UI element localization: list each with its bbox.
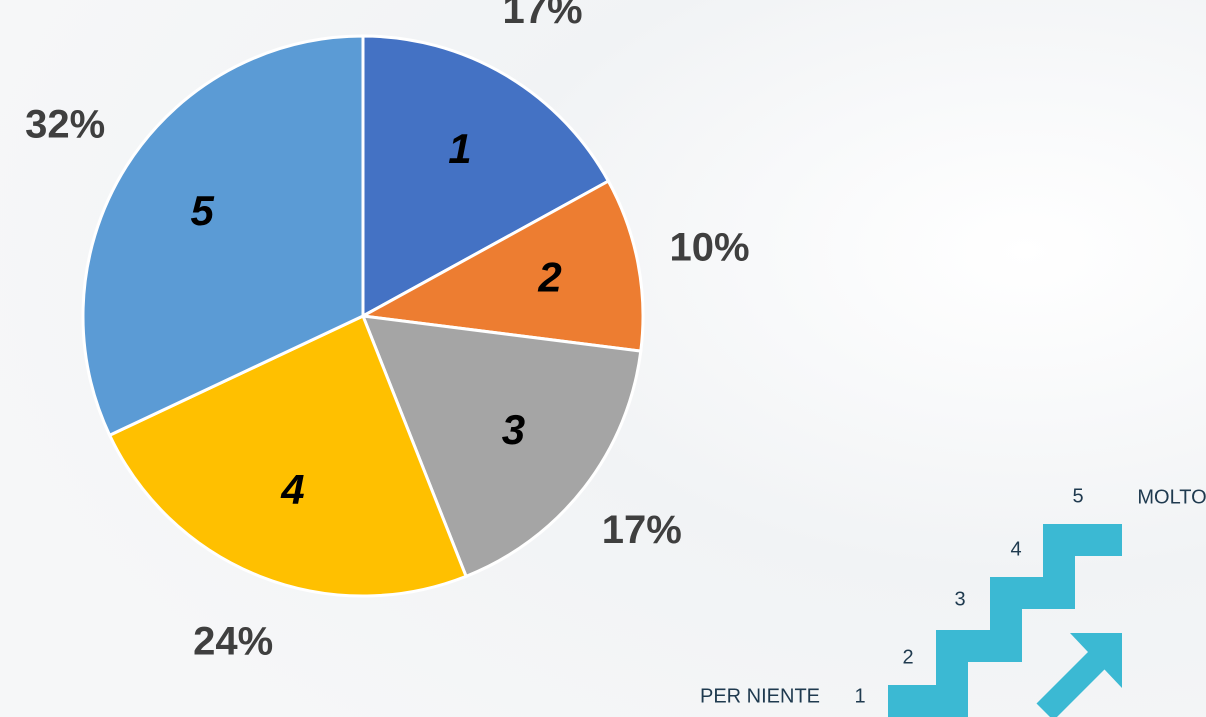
pie-slice [358, 179, 645, 353]
step-label: 3 [954, 588, 965, 610]
pie [81, 34, 645, 598]
pie-slice [81, 34, 365, 438]
high-label: MOLTO [1137, 486, 1206, 508]
arrow-head [1070, 633, 1122, 688]
value-label: 24% [193, 620, 273, 664]
pie-slice [361, 34, 611, 319]
value-label: 10% [670, 225, 750, 269]
arrow-shaft [1036, 643, 1114, 717]
value-label: 32% [25, 103, 105, 147]
value-label: 17% [503, 0, 583, 32]
slice-label: 2 [537, 253, 561, 300]
step-label: 4 [1010, 538, 1021, 560]
step-label: 1 [854, 685, 865, 707]
slice-label: 5 [191, 187, 215, 234]
staircase [888, 524, 1122, 717]
pie-slice [107, 313, 469, 598]
slice-label: 3 [502, 406, 525, 453]
pie-slice [360, 314, 643, 579]
slice-label: 4 [280, 466, 304, 513]
value-label: 17% [602, 508, 682, 552]
step-label: 5 [1072, 485, 1083, 507]
scale-graphic: PER NIENTE MOLTO 1 2 3 4 5 [700, 485, 1206, 717]
low-label: PER NIENTE [700, 685, 820, 707]
slice-label: 1 [448, 125, 471, 172]
step-label: 2 [902, 646, 913, 668]
